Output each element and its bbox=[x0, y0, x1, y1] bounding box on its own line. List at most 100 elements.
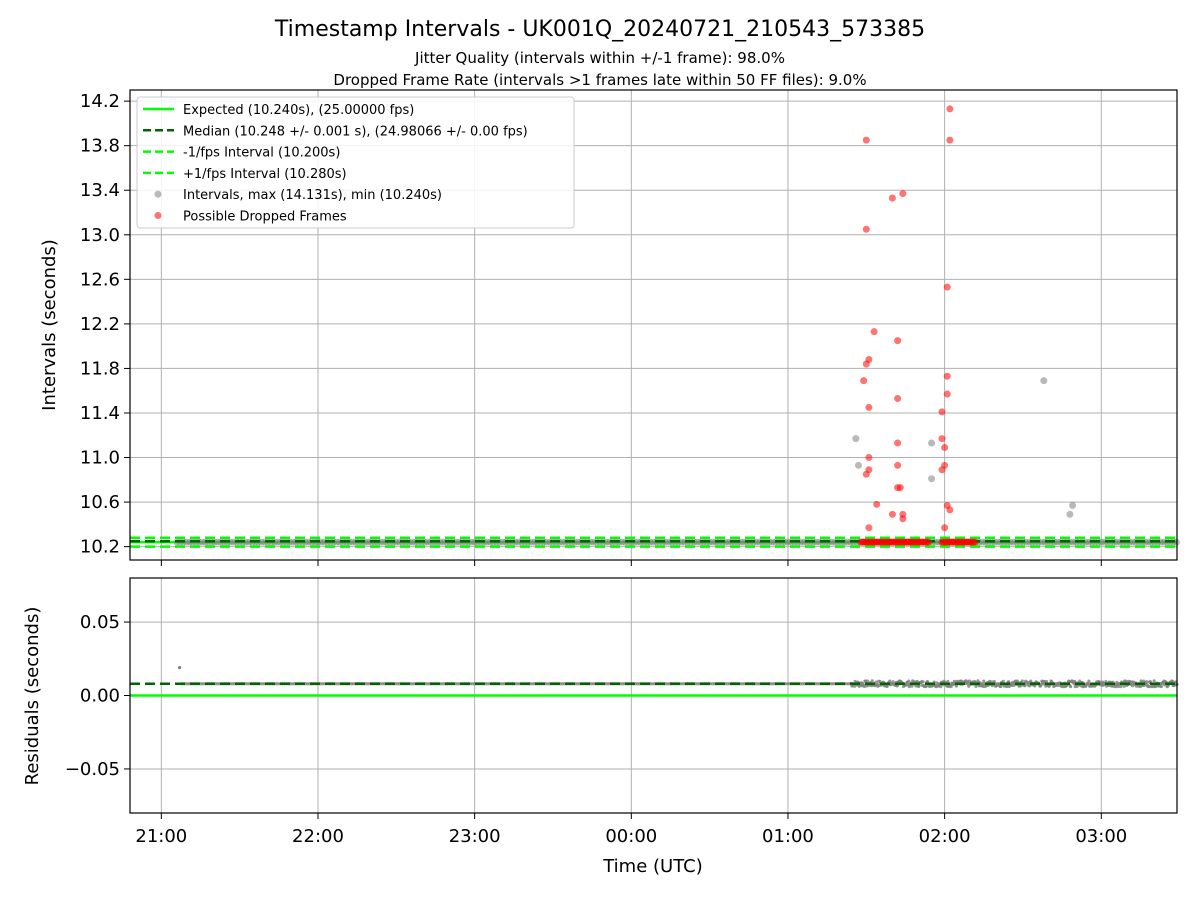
dropped-frame-point bbox=[943, 390, 951, 398]
interval-outlier-point bbox=[1069, 501, 1077, 509]
legend-label: +1/fps Interval (10.280s) bbox=[183, 167, 347, 182]
dropped-frame-point bbox=[865, 524, 873, 532]
residual-point bbox=[178, 665, 182, 670]
x-tick-label: 03:00 bbox=[1075, 826, 1127, 847]
residual-point bbox=[954, 684, 958, 688]
bottom-y-tick-label: 0.00 bbox=[80, 686, 120, 707]
top-plot-frame bbox=[129, 89, 1178, 561]
residual-point bbox=[921, 680, 925, 684]
dropped-frame-point bbox=[938, 435, 946, 443]
bottom-y-axis-label: Residuals (seconds) bbox=[22, 607, 43, 786]
interval-outlier-point bbox=[928, 475, 936, 483]
dropped-frame-point bbox=[941, 524, 949, 532]
residual-point bbox=[946, 679, 950, 684]
dropped-frame-point bbox=[946, 506, 954, 514]
residuals-plot: 21:00 22:00 23:00 00:00 01:00 02:00 03:00 0.05 0… bbox=[65, 577, 1179, 847]
top-y-tick-label: 11.0 bbox=[80, 448, 120, 469]
x-tick-label: 01:00 bbox=[762, 826, 814, 847]
chart-subtitle-jitter: Jitter Quality (intervals within +/-1 fr… bbox=[414, 49, 785, 67]
dropped-frame-point bbox=[899, 515, 907, 523]
top-y-tick-label: 10.6 bbox=[80, 492, 120, 513]
residual-point bbox=[949, 684, 953, 689]
top-y-tick-label: 12.6 bbox=[80, 269, 120, 290]
residual-point bbox=[1147, 685, 1151, 689]
dropped-frame-point bbox=[888, 194, 896, 202]
dropped-frame-point bbox=[894, 439, 902, 447]
residual-point bbox=[865, 679, 870, 683]
interval-outlier-point bbox=[928, 439, 936, 447]
top-y-tick-label: 13.8 bbox=[80, 136, 120, 157]
bottom-plot-frame bbox=[129, 577, 1178, 814]
interval-outlier-point bbox=[1066, 510, 1074, 518]
dropped-frame-point bbox=[860, 377, 868, 385]
residual-point bbox=[874, 680, 878, 684]
dropped-frame-point bbox=[865, 403, 873, 411]
legend-label: Expected (10.240s), (25.00000 fps) bbox=[183, 103, 414, 118]
x-tick-label: 22:00 bbox=[292, 826, 344, 847]
residual-point bbox=[1119, 684, 1123, 689]
top-y-tick-label: 14.2 bbox=[80, 91, 120, 112]
residual-point bbox=[982, 679, 986, 683]
residual-point bbox=[1145, 680, 1149, 684]
legend-label: -1/fps Interval (10.200s) bbox=[183, 146, 340, 161]
dropped-frame-point bbox=[924, 538, 932, 546]
dropped-frame-point bbox=[888, 510, 896, 518]
legend-marker bbox=[154, 190, 162, 198]
residual-point bbox=[907, 679, 911, 683]
residual-point bbox=[1069, 685, 1073, 689]
residual-point bbox=[1027, 684, 1032, 688]
dropped-frame-point bbox=[899, 190, 907, 198]
chart-title: Timestamp Intervals - UK001Q_20240721_21… bbox=[274, 17, 925, 42]
residual-point bbox=[1159, 684, 1163, 689]
legend-label: Intervals, max (14.131s), min (10.240s) bbox=[183, 188, 442, 203]
dropped-frame-point bbox=[943, 283, 951, 291]
legend-label: Possible Dropped Frames bbox=[183, 210, 347, 225]
residual-point bbox=[1044, 679, 1049, 684]
residual-point bbox=[924, 684, 928, 689]
x-tick-label: 02:00 bbox=[919, 826, 971, 847]
residual-point bbox=[1018, 684, 1022, 688]
dropped-frame-point bbox=[894, 337, 902, 345]
intervals-plot: 10.2 10.6 11.0 11.4 11.8 12.2 12.6 13.0 13.4 13.8… bbox=[80, 89, 1180, 566]
dropped-frame-point bbox=[938, 466, 946, 474]
legend-label: Median (10.248 +/- 0.001 s), (24.98066 +… bbox=[183, 124, 528, 139]
top-y-tick-label: 11.4 bbox=[80, 403, 120, 424]
residual-point bbox=[852, 684, 857, 688]
dropped-frame-point bbox=[865, 454, 873, 462]
x-tick-label: 00:00 bbox=[605, 826, 657, 847]
dropped-frame-point bbox=[946, 105, 954, 113]
legend-box bbox=[136, 96, 575, 229]
dropped-frame-point bbox=[943, 372, 951, 380]
residual-point bbox=[967, 684, 971, 688]
interval-outlier-point bbox=[852, 435, 860, 443]
dropped-frame-point bbox=[941, 444, 949, 452]
residual-point bbox=[1124, 679, 1128, 683]
dropped-frame-point bbox=[938, 408, 946, 416]
bottom-y-tick-label: −0.05 bbox=[65, 759, 120, 780]
top-y-tick-label: 13.4 bbox=[80, 180, 120, 201]
residual-point bbox=[888, 679, 892, 683]
legend: Expected (10.240s), (25.00000 fps) Median… bbox=[136, 96, 575, 229]
residual-point bbox=[999, 684, 1003, 688]
dropped-frame-point bbox=[862, 136, 870, 144]
residual-point bbox=[1152, 679, 1156, 683]
residual-point bbox=[1020, 679, 1024, 683]
residual-point bbox=[1087, 679, 1091, 683]
top-y-axis-label: Intervals (seconds) bbox=[39, 239, 60, 411]
top-y-tick-label: 11.8 bbox=[80, 358, 120, 379]
dropped-frame-point bbox=[894, 461, 902, 469]
residual-point bbox=[915, 679, 919, 684]
residual-point bbox=[870, 679, 874, 683]
dropped-frame-point bbox=[946, 136, 954, 144]
dropped-frame-point bbox=[862, 470, 870, 478]
interval-outlier-point bbox=[854, 461, 862, 469]
residual-point bbox=[1122, 684, 1126, 688]
legend-marker bbox=[154, 212, 162, 219]
residual-point bbox=[1001, 679, 1005, 683]
dropped-frame-point bbox=[870, 328, 878, 336]
dropped-frame-point bbox=[862, 225, 870, 233]
top-y-tick-label: 10.2 bbox=[80, 537, 120, 558]
dropped-frame-point bbox=[971, 538, 979, 546]
x-tick-label: 21:00 bbox=[135, 826, 187, 847]
